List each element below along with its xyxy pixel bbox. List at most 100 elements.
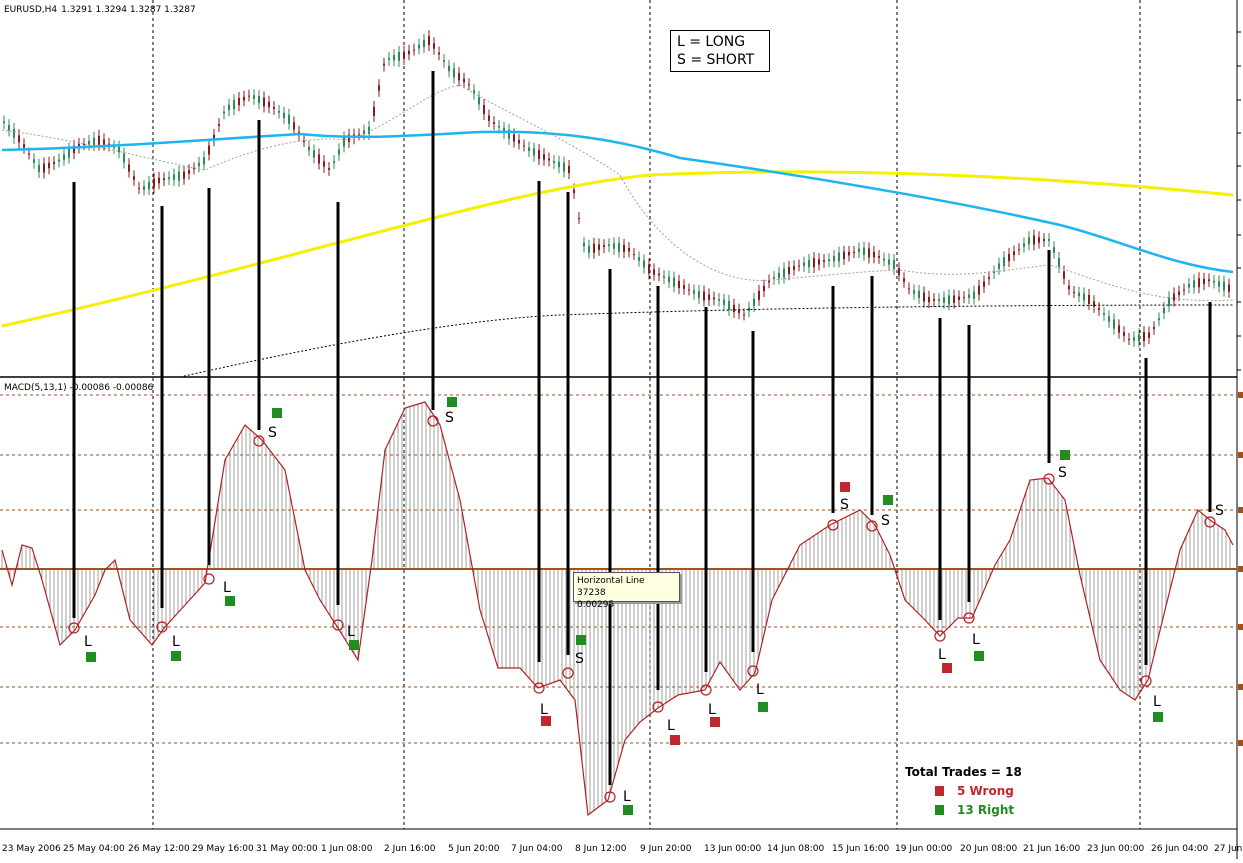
moving-averages — [1, 84, 1234, 378]
candle-body — [493, 122, 495, 124]
candle-body — [513, 134, 515, 142]
candle-body — [603, 245, 605, 248]
x-tick-label: 26 May 12:00 — [128, 844, 190, 854]
candle-body — [1128, 339, 1130, 340]
candle-body — [58, 159, 60, 162]
candle-body — [778, 272, 780, 279]
right-square — [758, 702, 768, 712]
candle-body — [378, 85, 380, 91]
signal-circle — [747, 665, 759, 677]
macd-tick — [1238, 684, 1243, 690]
candle-body — [183, 171, 185, 179]
grid — [0, 0, 1237, 829]
candle-body — [1178, 291, 1180, 296]
candle-body — [1098, 308, 1100, 310]
candle-body — [303, 141, 305, 142]
candle-body — [1093, 301, 1095, 307]
candle-body — [543, 154, 545, 160]
candle-body — [568, 165, 570, 174]
candle-body — [388, 58, 390, 60]
short-label: S — [1058, 465, 1067, 481]
candle-body — [1198, 278, 1200, 288]
candle-body — [758, 290, 760, 300]
candle-body — [1083, 293, 1085, 301]
candle-body — [38, 164, 40, 173]
candle-body — [443, 60, 445, 62]
candle-body — [178, 171, 180, 181]
candle-body — [158, 177, 160, 184]
candle-body — [898, 268, 900, 276]
candle-body — [1118, 325, 1120, 333]
candle-body — [993, 271, 995, 274]
long-label: L — [172, 634, 180, 650]
candle-body — [938, 299, 940, 301]
long-label: L — [708, 702, 716, 718]
candle-body — [528, 147, 530, 152]
wrong-square — [840, 482, 850, 492]
candle-body — [368, 126, 370, 134]
candle-body — [968, 294, 970, 298]
candle-body — [293, 122, 295, 130]
candle-body — [538, 150, 540, 159]
signal-circle — [652, 701, 664, 713]
x-tick-label: 13 Jun 00:00 — [704, 844, 761, 854]
macd-curve — [1, 401, 1234, 817]
candle-body — [518, 139, 520, 144]
candle-body — [583, 242, 585, 247]
candle-body — [363, 130, 365, 135]
candle-body — [1138, 334, 1140, 342]
candle-body — [1203, 278, 1205, 285]
candle-body — [943, 297, 945, 303]
candle-body — [853, 252, 855, 253]
x-tick-label: 5 Jun 20:00 — [448, 844, 500, 854]
x-tick-label: 20 Jun 08:00 — [960, 844, 1017, 854]
candle-body — [888, 259, 890, 265]
candle-body — [1168, 297, 1170, 307]
candle-body — [703, 291, 705, 301]
candle-body — [763, 285, 765, 292]
candle-body — [413, 49, 415, 51]
candle-body — [148, 181, 150, 190]
long-label: L — [84, 634, 92, 650]
candle-body — [328, 168, 330, 170]
candle-body — [713, 297, 715, 300]
candle-body — [773, 277, 775, 279]
x-tick-label: 26 Jun 04:00 — [1151, 844, 1208, 854]
signal-circle — [1204, 516, 1216, 528]
trade-markers: L L L S L S L S L L L L S S L L S L S — [68, 397, 1224, 815]
candle-body — [253, 95, 255, 99]
x-tick-label: 2 Jun 16:00 — [384, 844, 436, 854]
candle-body — [793, 266, 795, 270]
short-label: S — [268, 425, 277, 441]
candle-body — [828, 259, 830, 262]
candle-body — [1088, 295, 1090, 304]
short-label: S — [1215, 503, 1224, 519]
right-square — [225, 596, 235, 606]
candle-body — [638, 257, 640, 261]
candle-body — [1163, 307, 1165, 314]
candle-body — [698, 290, 700, 299]
right-square — [883, 495, 893, 505]
candle-body — [213, 134, 215, 141]
candle-body — [873, 251, 875, 258]
candle-body — [78, 143, 80, 148]
candle-body — [1043, 239, 1045, 241]
trade-stats: Total Trades = 18 5 Wrong 13 Right — [905, 765, 1035, 825]
candle-body — [748, 307, 750, 312]
candle-body — [408, 50, 410, 55]
candle-body — [103, 139, 105, 145]
candle-body — [788, 266, 790, 275]
candle-body — [1208, 279, 1210, 282]
candle-body — [1218, 281, 1220, 287]
candle-body — [448, 65, 450, 72]
right-square — [272, 408, 282, 418]
candle-body — [53, 162, 55, 164]
candle-body — [188, 170, 190, 174]
candle-body — [723, 299, 725, 306]
candle-body — [1223, 281, 1225, 291]
ma-grey-dotted — [1, 84, 1234, 302]
candle-body — [153, 178, 155, 188]
legend-box: L = LONG S = SHORT — [670, 30, 770, 72]
